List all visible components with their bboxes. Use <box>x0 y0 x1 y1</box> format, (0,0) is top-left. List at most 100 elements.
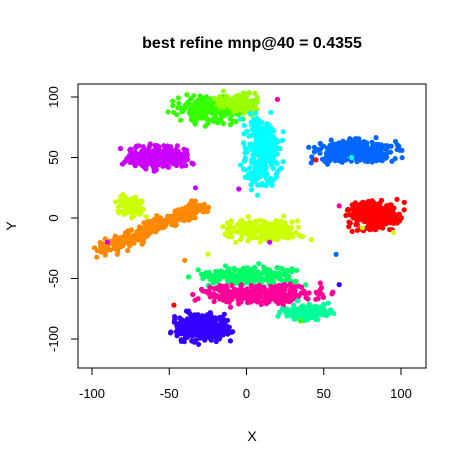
data-point <box>334 152 339 157</box>
data-point <box>220 331 225 336</box>
data-point <box>279 166 284 171</box>
data-point <box>196 342 201 347</box>
data-point <box>268 230 273 235</box>
data-point <box>212 299 217 304</box>
data-point <box>189 161 194 166</box>
data-point <box>221 88 226 93</box>
data-point <box>119 203 124 208</box>
data-point <box>306 145 311 150</box>
data-point <box>234 289 239 294</box>
y-tick-label: -100 <box>46 326 61 352</box>
data-point <box>319 285 324 290</box>
data-point <box>139 156 144 161</box>
data-point <box>328 143 333 148</box>
data-point <box>271 154 276 159</box>
data-point <box>400 155 405 160</box>
data-point <box>100 247 105 252</box>
data-point <box>196 267 201 272</box>
data-point <box>180 206 185 211</box>
data-point <box>228 116 233 121</box>
data-point <box>255 193 260 198</box>
data-point <box>268 126 273 131</box>
x-axis: -100 -50 0 50 100 <box>79 368 412 401</box>
data-point <box>326 301 331 306</box>
data-point <box>245 238 250 243</box>
data-point <box>156 161 161 166</box>
data-point <box>394 197 399 202</box>
data-point <box>129 155 134 160</box>
data-point <box>246 172 251 177</box>
data-point <box>194 326 199 331</box>
x-tick-label: 100 <box>390 386 412 401</box>
data-point <box>395 147 400 152</box>
data-point <box>237 229 242 234</box>
data-point <box>155 143 160 148</box>
data-point <box>115 249 120 254</box>
data-point <box>190 103 195 108</box>
data-point <box>278 219 283 224</box>
data-point <box>226 111 231 116</box>
data-point <box>379 151 384 156</box>
data-point <box>206 320 211 325</box>
data-point <box>127 243 132 248</box>
data-point <box>315 291 320 296</box>
data-point <box>256 270 261 275</box>
data-point <box>358 141 363 146</box>
data-point <box>170 103 175 108</box>
data-point <box>261 145 266 150</box>
data-point <box>152 169 157 174</box>
data-point <box>289 291 294 296</box>
data-point <box>244 280 249 285</box>
data-point <box>346 146 351 151</box>
data-point <box>236 186 241 191</box>
data-point <box>313 157 318 162</box>
data-point <box>127 208 132 213</box>
data-point <box>268 110 273 115</box>
data-point <box>402 207 407 212</box>
data-point <box>250 231 255 236</box>
data-point <box>165 159 170 164</box>
data-point <box>174 222 179 227</box>
data-point <box>402 200 407 205</box>
data-point <box>241 140 246 145</box>
data-point <box>240 99 245 104</box>
data-point <box>254 288 259 293</box>
data-point <box>244 93 249 98</box>
data-point <box>397 218 402 223</box>
data-point <box>329 153 334 158</box>
data-point <box>382 207 387 212</box>
data-point <box>267 274 272 279</box>
data-point <box>174 112 179 117</box>
data-point <box>274 175 279 180</box>
data-point <box>353 148 358 153</box>
data-point <box>233 240 238 245</box>
data-point <box>172 209 177 214</box>
data-point <box>264 292 269 297</box>
data-point <box>282 287 287 292</box>
data-point <box>214 329 219 334</box>
data-point <box>128 147 133 152</box>
data-point <box>269 179 274 184</box>
data-point <box>125 200 130 205</box>
data-point <box>281 159 286 164</box>
data-point <box>182 258 187 263</box>
data-point <box>169 159 174 164</box>
data-point <box>120 243 125 248</box>
data-point <box>284 224 289 229</box>
data-point <box>297 313 302 318</box>
data-point <box>336 145 341 150</box>
data-point <box>295 298 300 303</box>
data-point <box>236 297 241 302</box>
data-point <box>266 148 271 153</box>
data-point <box>324 153 329 158</box>
data-point <box>228 305 233 310</box>
data-point <box>260 129 265 134</box>
data-point <box>257 299 262 304</box>
data-point <box>252 91 257 96</box>
data-point <box>130 202 135 207</box>
data-point <box>277 310 282 315</box>
data-point <box>203 124 208 129</box>
data-point <box>184 103 189 108</box>
data-point <box>248 182 253 187</box>
data-point <box>189 116 194 121</box>
